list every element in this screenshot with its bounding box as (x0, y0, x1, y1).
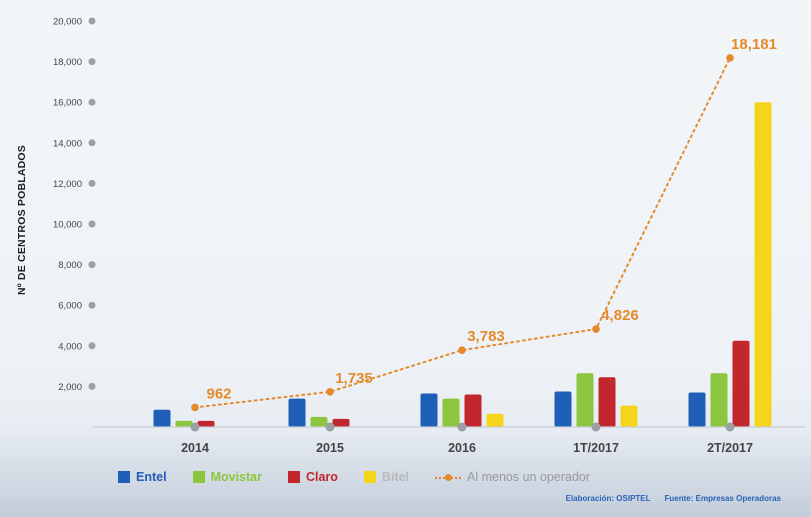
y-tick-dot (88, 220, 96, 228)
trend-point (326, 387, 334, 396)
bar-bitel (620, 405, 638, 427)
legend-swatch (363, 471, 376, 483)
skyline-decoration (0, 427, 811, 517)
y-tick-label: 18,000 (53, 57, 82, 68)
y-tick-label: 4,000 (58, 341, 82, 352)
x-tick-label: 1T/2017 (573, 441, 619, 455)
trend-line-path (194, 56, 731, 409)
credit-fuente: Fuente: Empresas Operadoras (664, 494, 781, 503)
bar-claro (332, 418, 350, 427)
bar-claro (197, 420, 215, 427)
bar-movistar (576, 373, 594, 427)
y-tick-dot (88, 301, 96, 309)
legend-item-entel: Entel (118, 470, 167, 484)
legend-swatch (118, 471, 130, 483)
y-tick-label: 2,000 (58, 382, 82, 393)
trend-value-label: 18,181 (731, 36, 777, 53)
y-axis: 2,000 4,000 6,000 8,000 10,000 12,000 14,000 16… (53, 17, 96, 393)
x-tick-label: 2T/2017 (707, 441, 753, 455)
bar-claro (732, 340, 750, 427)
trend-line: 962 1,735 3,783 4,826 18,181 (191, 36, 777, 412)
x-tick-label: 2015 (316, 441, 344, 455)
bar-entel (288, 398, 306, 427)
credits: Elaboración: OSIPTEL Fuente: Empresas Op… (566, 494, 781, 503)
x-tick-dot (325, 422, 335, 432)
x-tick-dot (457, 422, 467, 432)
trend-point (592, 325, 600, 333)
x-tick-dot (725, 422, 735, 432)
y-tick-dot (88, 58, 96, 66)
trend-point (726, 54, 734, 62)
trend-value-label: 3,783 (467, 328, 505, 345)
legend-label: Bitel (381, 470, 410, 484)
legend-label: Movistar (210, 470, 262, 484)
x-tick-label: 2014 (181, 441, 209, 455)
bar-movistar (442, 398, 460, 427)
legend-swatch (192, 471, 205, 483)
x-tick-label: 2016 (448, 441, 476, 455)
trend-point (191, 403, 199, 412)
y-tick-dot (88, 261, 96, 269)
y-tick-label: 6,000 (58, 301, 82, 312)
y-tick-dot (88, 342, 96, 350)
bar-claro (464, 394, 482, 427)
bar-entel (153, 409, 171, 427)
x-axis: 2014 2015 2016 1T/2017 2T/2017 (92, 422, 805, 455)
legend-line-swatch (435, 471, 462, 483)
y-tick-label: 20,000 (53, 17, 82, 28)
bar-movistar (310, 416, 328, 427)
bar-bitel (754, 102, 772, 427)
legend-item-claro: Claro (287, 470, 338, 484)
y-tick-dot (88, 139, 96, 147)
y-tick-dot (88, 382, 96, 390)
bar-bitel (486, 413, 504, 427)
bar-entel (420, 393, 438, 427)
y-tick-label: 14,000 (53, 138, 82, 149)
bar-entel (688, 392, 706, 427)
trend-point (458, 346, 466, 355)
y-tick-label: 10,000 (53, 220, 82, 231)
bar-series (153, 102, 772, 427)
y-tick-dot (88, 17, 96, 25)
trend-value-label: 1,735 (335, 370, 373, 387)
y-tick-label: 8,000 (58, 260, 82, 271)
legend-label: Entel (136, 470, 167, 484)
x-tick-dot (591, 422, 601, 432)
trend-value-label: 962 (206, 385, 231, 402)
y-tick-label: 16,000 (53, 98, 82, 109)
legend: Entel Movistar Claro Bitel Al menos un opera… (118, 468, 616, 486)
y-tick-label: 12,000 (53, 179, 82, 190)
bar-movistar (175, 420, 193, 427)
credit-elaboracion: Elaboración: OSIPTEL (565, 494, 651, 503)
y-tick-dot (88, 98, 96, 106)
legend-item-trend: Al menos un operador (435, 470, 590, 484)
legend-label: Al menos un operador (467, 470, 591, 484)
trend-value-label: 4,826 (601, 307, 639, 324)
legend-item-movistar: Movistar (192, 470, 262, 484)
legend-swatch (287, 471, 300, 483)
legend-item-bitel: Bitel (363, 470, 410, 484)
legend-label: Claro (305, 470, 338, 484)
bar-claro (598, 377, 616, 427)
bar-entel (554, 391, 572, 427)
x-tick-dot (190, 422, 200, 432)
y-tick-dot (88, 179, 96, 187)
bar-movistar (710, 373, 728, 427)
